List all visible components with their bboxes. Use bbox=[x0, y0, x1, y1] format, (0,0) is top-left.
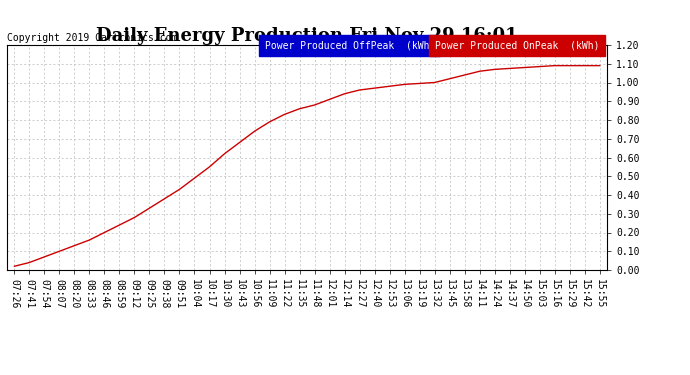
Title: Daily Energy Production Fri Nov 29 16:01: Daily Energy Production Fri Nov 29 16:01 bbox=[96, 27, 518, 45]
Text: Copyright 2019 Cartronics.com: Copyright 2019 Cartronics.com bbox=[7, 33, 177, 43]
Legend: Power Produced OffPeak  (kWh), Power Produced OnPeak  (kWh): Power Produced OffPeak (kWh), Power Prod… bbox=[262, 38, 602, 53]
